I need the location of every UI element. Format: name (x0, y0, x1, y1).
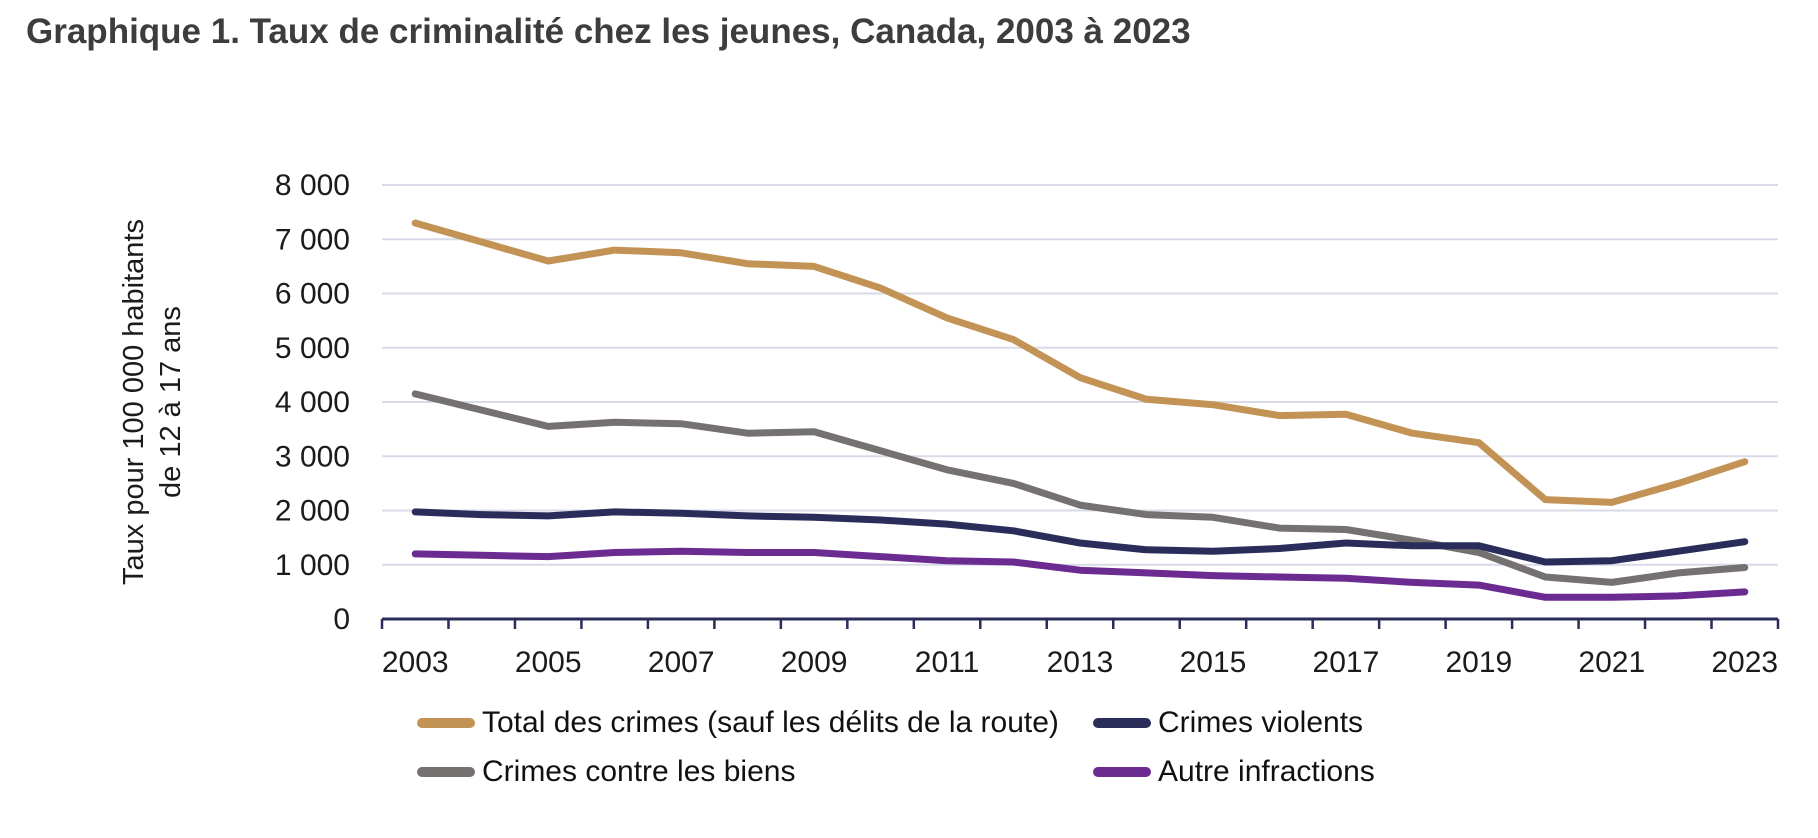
legend-swatch-crimes-contre-les-biens (417, 767, 475, 777)
y-tick-label: 0 (333, 603, 350, 636)
legend-label-total-des-crimes: Total des crimes (sauf les délits de la … (482, 706, 1059, 739)
y-tick-label: 6 000 (275, 278, 350, 311)
x-tick-label: 2009 (781, 646, 848, 679)
x-tick-label: 2005 (515, 646, 582, 679)
x-tick-label: 2003 (382, 646, 449, 679)
x-tick-label: 2023 (1711, 646, 1778, 679)
y-tick-label: 5 000 (275, 332, 350, 365)
x-axis (380, 617, 1780, 629)
series-line-3 (411, 547, 1749, 601)
chart-legend: Total des crimes (sauf les délits de la … (417, 706, 1375, 789)
x-tick-label: 2015 (1180, 646, 1247, 679)
y-axis-title-line1: Taux pour 100 000 habitants (118, 219, 150, 585)
legend-label-crimes-violents: Crimes violents (1158, 706, 1364, 739)
legend-item-total-des-crimes: Total des crimes (sauf les délits de la … (417, 706, 1093, 740)
y-tick-label: 4 000 (275, 386, 350, 419)
x-tick-label: 2019 (1445, 646, 1512, 679)
y-tick-labels: 0 1 000 2 000 3 000 4 000 5 000 6 000 7 000 8 00… (275, 169, 350, 636)
legend-item-autre-infractions: Autre infractions (1093, 755, 1375, 789)
x-tick-labels: 2003 2005 2007 2009 2011 2013 2015 2017 2019 2021… (382, 646, 1778, 679)
y-tick-label: 2 000 (275, 495, 350, 528)
legend-label-crimes-contre-les-biens: Crimes contre les biens (482, 755, 796, 788)
legend-item-crimes-violents: Crimes violents (1093, 706, 1375, 740)
legend-swatch-crimes-violents (1093, 718, 1151, 728)
x-tick-label: 2021 (1578, 646, 1645, 679)
legend-label-autre-infractions: Autre infractions (1158, 755, 1375, 788)
series-line-2 (411, 508, 1749, 566)
chart-title: Graphique 1. Taux de criminalité chez le… (26, 12, 1191, 51)
legend-item-crimes-contre-les-biens: Crimes contre les biens (417, 755, 1093, 789)
y-tick-label: 7 000 (275, 223, 350, 256)
y-axis-title: Taux pour 100 000 habitants de 12 à 17 a… (116, 122, 200, 682)
legend-swatch-autre-infractions (1093, 767, 1151, 777)
y-tick-label: 8 000 (275, 169, 350, 202)
y-tick-label: 3 000 (275, 440, 350, 473)
series-line-0 (411, 219, 1749, 506)
y-tick-label: 1 000 (275, 549, 350, 582)
series-line-1 (411, 390, 1749, 586)
x-tick-label: 2011 (915, 646, 980, 679)
legend-swatch-total-des-crimes (417, 718, 475, 728)
x-tick-label: 2013 (1047, 646, 1114, 679)
x-tick-label: 2017 (1313, 646, 1380, 679)
x-tick-label: 2007 (648, 646, 715, 679)
y-axis-title-line2: de 12 à 17 ans (155, 306, 188, 498)
